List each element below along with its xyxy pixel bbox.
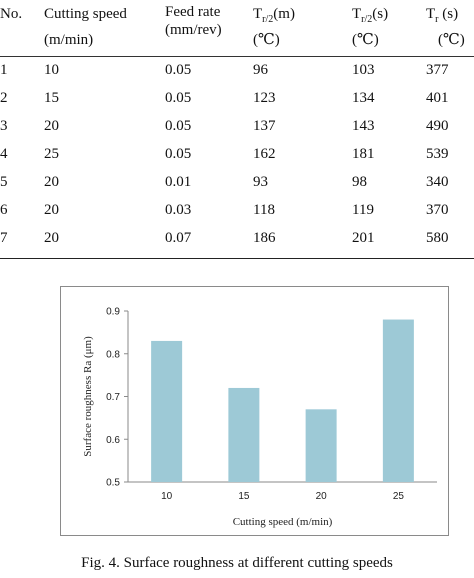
header-tr2-s-unit: (℃)	[352, 32, 379, 48]
cell-tr2-s: 181	[352, 146, 375, 162]
header-no: No.	[0, 6, 23, 22]
bar	[382, 319, 414, 482]
header-tr2-m-unit: (℃)	[253, 32, 280, 48]
header-feed-rate: Feed rate	[165, 4, 221, 20]
cell-tr2-m: 118	[253, 202, 275, 218]
header-tr2-m: Tr/2(m)	[253, 6, 295, 25]
cell-cutting-speed: 10	[44, 62, 59, 78]
cell-tr-s: 340	[426, 174, 449, 190]
y-tick-label: 0.8	[106, 349, 120, 360]
bar	[228, 387, 260, 482]
bar	[305, 409, 337, 482]
cell-feed-rate: 0.05	[165, 90, 192, 106]
figure-caption: Fig. 4. Surface roughness at different c…	[81, 555, 393, 571]
cell-tr-s: 490	[426, 118, 449, 134]
cell-cutting-speed: 25	[44, 146, 59, 162]
y-axis-title: Surface roughness Ra (μm)	[82, 336, 94, 457]
cell-tr2-s: 103	[352, 62, 375, 78]
cell-row-no: 4	[0, 146, 8, 162]
x-tick-label: 15	[238, 491, 250, 502]
cell-tr2-m: 186	[253, 230, 276, 246]
bar-chart: 0.5 0.6 0.7 0.8 0.9 10 15 20 25 Cutting speed (m/…	[82, 307, 437, 528]
header-tr-s-unit: (℃)	[438, 32, 465, 48]
header-tr-s: Tr (s)	[426, 6, 459, 25]
cell-row-no: 5	[0, 174, 8, 190]
cell-tr-s: 580	[426, 230, 449, 246]
cell-feed-rate: 0.05	[165, 62, 192, 78]
cell-cutting-speed: 20	[44, 230, 59, 246]
bar	[151, 340, 183, 482]
cell-tr2-s: 119	[352, 202, 374, 218]
cell-tr-s: 377	[426, 62, 449, 78]
x-tick-label: 25	[393, 491, 405, 502]
cell-tr2-m: 123	[253, 90, 276, 106]
y-tick-label: 0.5	[106, 478, 120, 489]
cell-tr2-s: 201	[352, 230, 375, 246]
cell-cutting-speed: 20	[44, 118, 59, 134]
cell-row-no: 7	[0, 230, 8, 246]
cell-tr2-m: 96	[253, 62, 268, 78]
figure-frame: 0.5 0.6 0.7 0.8 0.9 10 15 20 25 Cutting speed (m/…	[60, 286, 449, 536]
cell-feed-rate: 0.01	[165, 174, 192, 190]
cell-row-no: 6	[0, 202, 8, 218]
cell-row-no: 1	[0, 62, 8, 78]
cell-feed-rate: 0.05	[165, 146, 192, 162]
x-tick-label: 10	[161, 491, 173, 502]
cell-feed-rate: 0.05	[165, 118, 192, 134]
cell-tr-s: 401	[426, 90, 449, 106]
y-tick-label: 0.6	[106, 435, 120, 446]
header-feed-rate-unit: (mm/rev)	[165, 22, 222, 38]
cell-row-no: 2	[0, 90, 8, 106]
cell-row-no: 3	[0, 118, 8, 134]
cell-cutting-speed: 15	[44, 90, 59, 106]
header-cutting-speed: Cutting speed	[44, 6, 127, 22]
cell-tr2-s: 98	[352, 174, 367, 190]
y-tick-label: 0.9	[106, 307, 120, 318]
header-cutting-speed-unit: (m/min)	[44, 32, 94, 48]
cell-tr2-m: 162	[253, 146, 276, 162]
cell-tr2-s: 134	[352, 90, 375, 106]
cell-cutting-speed: 20	[44, 174, 59, 190]
cell-tr-s: 370	[426, 202, 449, 218]
cell-tr-s: 539	[426, 146, 449, 162]
cell-cutting-speed: 20	[44, 202, 59, 218]
cell-tr2-s: 143	[352, 118, 375, 134]
data-table: No. Cutting speed (m/min) Feed rate (mm/…	[0, 0, 474, 259]
x-axis-title: Cutting speed (m/min)	[233, 516, 333, 528]
header-tr2-s: Tr/2(s)	[352, 6, 389, 25]
cell-feed-rate: 0.07	[165, 230, 192, 246]
cell-tr2-m: 93	[253, 174, 268, 190]
y-tick-label: 0.7	[106, 392, 120, 403]
x-tick-label: 20	[316, 491, 328, 502]
header-rule	[0, 56, 474, 57]
cell-feed-rate: 0.03	[165, 202, 192, 218]
cell-tr2-m: 137	[253, 118, 276, 134]
